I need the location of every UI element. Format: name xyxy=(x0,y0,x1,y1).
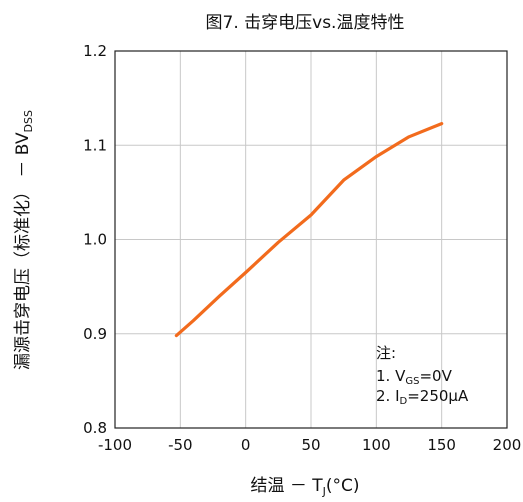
y-tick-label: 0.8 xyxy=(83,419,107,437)
x-tick-label: 50 xyxy=(301,436,320,454)
x-tick-label: 200 xyxy=(493,436,522,454)
chart-title: 图7. 击穿电压vs.温度特性 xyxy=(206,13,405,33)
y-tick-label: 1.0 xyxy=(83,231,107,249)
y-axis-label: 漏源击穿电压（标准化） － BVDSS xyxy=(13,110,35,370)
series-layer xyxy=(174,121,444,338)
x-tick-label: 150 xyxy=(427,436,456,454)
x-tick-label: -100 xyxy=(98,436,132,454)
note-heading: 注: xyxy=(376,344,396,362)
x-tick-label: 0 xyxy=(241,436,251,454)
y-tick-label: 0.9 xyxy=(83,325,107,343)
x-tick-label: -50 xyxy=(168,436,193,454)
x-tick-label: 100 xyxy=(362,436,391,454)
x-axis-label: 结温 － TJ(°C) xyxy=(250,476,359,498)
y-tick-label: 1.2 xyxy=(83,42,107,60)
conditions-note: 注: 1. VGS=0V 2. ID=250μA xyxy=(376,344,469,407)
series-line xyxy=(174,121,444,338)
y-axis-ticks: 0.8 0.9 1.0 1.1 1.2 xyxy=(83,42,107,437)
y-tick-label: 1.1 xyxy=(83,136,107,154)
note-line-vgs: 1. VGS=0V xyxy=(376,367,453,387)
note-line-id: 2. ID=250μA xyxy=(376,387,469,407)
x-axis-ticks: -100 -50 0 50 100 150 200 xyxy=(98,436,521,454)
plot-frame xyxy=(114,50,508,429)
